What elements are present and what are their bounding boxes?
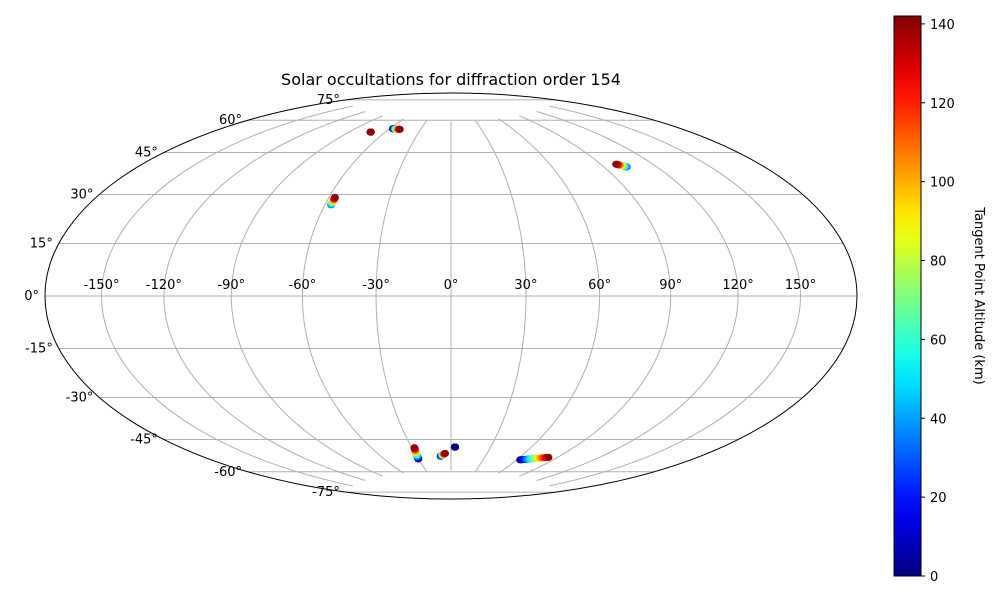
longitude-tick-label: 150° (785, 278, 816, 293)
longitude-tick-label: -30° (362, 278, 390, 293)
longitude-tick-label: -60° (289, 278, 317, 293)
longitude-tick-label: 90° (659, 278, 682, 293)
lon-gridline (375, 120, 428, 472)
latitude-tick-label: -45° (130, 433, 158, 448)
occultation-point (330, 193, 339, 202)
map-boundary (44, 92, 858, 500)
latitude-tick-label: 45° (135, 145, 158, 160)
occultation-point (544, 453, 553, 461)
colorbar-label: Tangent Point Altitude (km) (971, 206, 986, 384)
lon-gridline (536, 111, 739, 481)
latitude-tick-labels: 75° 60° 45° 30° 15° 0° -15° -30° -45° -60° -75° (24, 93, 340, 500)
lon-gridline (163, 111, 366, 481)
latitude-tick-label: -15° (25, 342, 53, 357)
colorbar-tick-label: 80 (930, 255, 947, 270)
colorbar-gradient (893, 15, 922, 577)
latitude-tick-label: -75° (312, 485, 340, 500)
latitude-tick-label: -30° (66, 391, 94, 406)
colorbar-tick-label: 60 (930, 333, 947, 348)
colorbar-tick-label: 40 (930, 412, 947, 427)
chart-title: Solar occultations for diffraction order… (281, 70, 621, 89)
longitude-tick-label: 60° (588, 278, 611, 293)
occultation-point (441, 449, 450, 458)
occultation-point (410, 444, 419, 452)
colorbar-tick-label: 0 (930, 570, 938, 585)
longitude-tick-label: -120° (146, 278, 182, 293)
longitude-tick-label: -150° (83, 278, 119, 293)
latitude-tick-label: 15° (30, 236, 53, 251)
lon-gridline (549, 105, 802, 487)
occultation-point (450, 443, 459, 451)
latitude-tick-label: 30° (70, 188, 93, 203)
colorbar-ticks: 0 20 40 60 80 100 120 140 (921, 18, 955, 585)
lon-gridline (498, 118, 601, 474)
latitude-tick-label: 0° (24, 289, 39, 304)
lon-gridline (474, 120, 527, 472)
occultation-point (395, 125, 404, 133)
lon-gridline (230, 115, 383, 477)
lon-gridline (301, 118, 404, 474)
graticule-grid (45, 99, 857, 493)
latitude-tick-label: -60° (214, 465, 242, 480)
latitude-tick-label: 75° (317, 93, 340, 108)
lon-gridline (100, 105, 353, 487)
longitude-tick-label: 120° (722, 278, 753, 293)
occultation-point (366, 128, 375, 136)
occultation-points (327, 125, 631, 464)
colorbar-tick-label: 100 (930, 176, 955, 191)
longitude-tick-label: 30° (514, 278, 537, 293)
colorbar-tick-label: 20 (930, 491, 947, 506)
colorbar: 0 20 40 60 80 100 120 140 Tangent Point Altitud… (893, 15, 986, 585)
longitude-tick-label: 0° (444, 278, 459, 293)
latitude-tick-label: 60° (219, 113, 242, 128)
occultation-point (612, 160, 621, 168)
longitude-tick-label: -90° (217, 278, 245, 293)
lon-gridline (519, 115, 672, 477)
longitude-tick-labels: -150° -120° -90° -60° -30° 0° 30° 60° 90° 120° 150… (83, 278, 816, 293)
colorbar-tick-label: 120 (930, 97, 955, 112)
colorbar-tick-label: 140 (930, 18, 955, 33)
